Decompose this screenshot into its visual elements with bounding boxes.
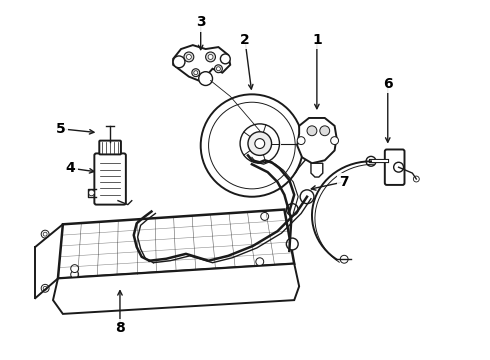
FancyBboxPatch shape xyxy=(385,149,405,185)
Text: 5: 5 xyxy=(56,122,66,136)
Circle shape xyxy=(215,65,222,73)
Circle shape xyxy=(43,286,47,290)
Text: 8: 8 xyxy=(115,321,125,335)
Text: 2: 2 xyxy=(240,33,250,47)
Circle shape xyxy=(194,71,198,75)
Circle shape xyxy=(71,271,78,278)
Circle shape xyxy=(248,132,271,156)
Circle shape xyxy=(297,137,305,145)
Text: 3: 3 xyxy=(196,15,205,30)
Polygon shape xyxy=(311,163,323,177)
Polygon shape xyxy=(58,210,294,278)
Polygon shape xyxy=(297,118,337,163)
Circle shape xyxy=(173,56,185,68)
Polygon shape xyxy=(173,45,230,81)
Circle shape xyxy=(366,156,376,166)
Circle shape xyxy=(286,238,298,250)
Circle shape xyxy=(300,190,314,204)
Circle shape xyxy=(320,126,330,136)
Circle shape xyxy=(286,204,298,215)
Circle shape xyxy=(340,255,348,263)
Circle shape xyxy=(206,52,216,62)
Circle shape xyxy=(256,258,264,266)
Circle shape xyxy=(71,265,78,273)
Circle shape xyxy=(199,72,213,85)
Circle shape xyxy=(201,94,303,197)
Circle shape xyxy=(209,102,295,189)
Circle shape xyxy=(240,124,279,163)
Circle shape xyxy=(186,54,191,59)
Text: 4: 4 xyxy=(66,161,75,175)
Circle shape xyxy=(43,232,47,236)
Text: 7: 7 xyxy=(339,175,348,189)
Circle shape xyxy=(393,162,404,172)
FancyBboxPatch shape xyxy=(95,153,126,204)
Text: 1: 1 xyxy=(312,33,322,47)
Circle shape xyxy=(307,126,317,136)
Circle shape xyxy=(192,69,200,77)
Circle shape xyxy=(205,257,213,265)
Polygon shape xyxy=(53,264,299,314)
Circle shape xyxy=(414,176,419,182)
Text: 6: 6 xyxy=(383,77,392,90)
Circle shape xyxy=(217,67,221,71)
Circle shape xyxy=(41,230,49,238)
Circle shape xyxy=(255,139,265,148)
Circle shape xyxy=(41,284,49,292)
FancyBboxPatch shape xyxy=(99,141,121,154)
Circle shape xyxy=(208,54,213,59)
Circle shape xyxy=(249,242,257,250)
Circle shape xyxy=(261,212,269,220)
Circle shape xyxy=(89,190,95,196)
Circle shape xyxy=(162,255,170,263)
Circle shape xyxy=(184,52,194,62)
Circle shape xyxy=(331,137,339,145)
Circle shape xyxy=(220,54,230,64)
